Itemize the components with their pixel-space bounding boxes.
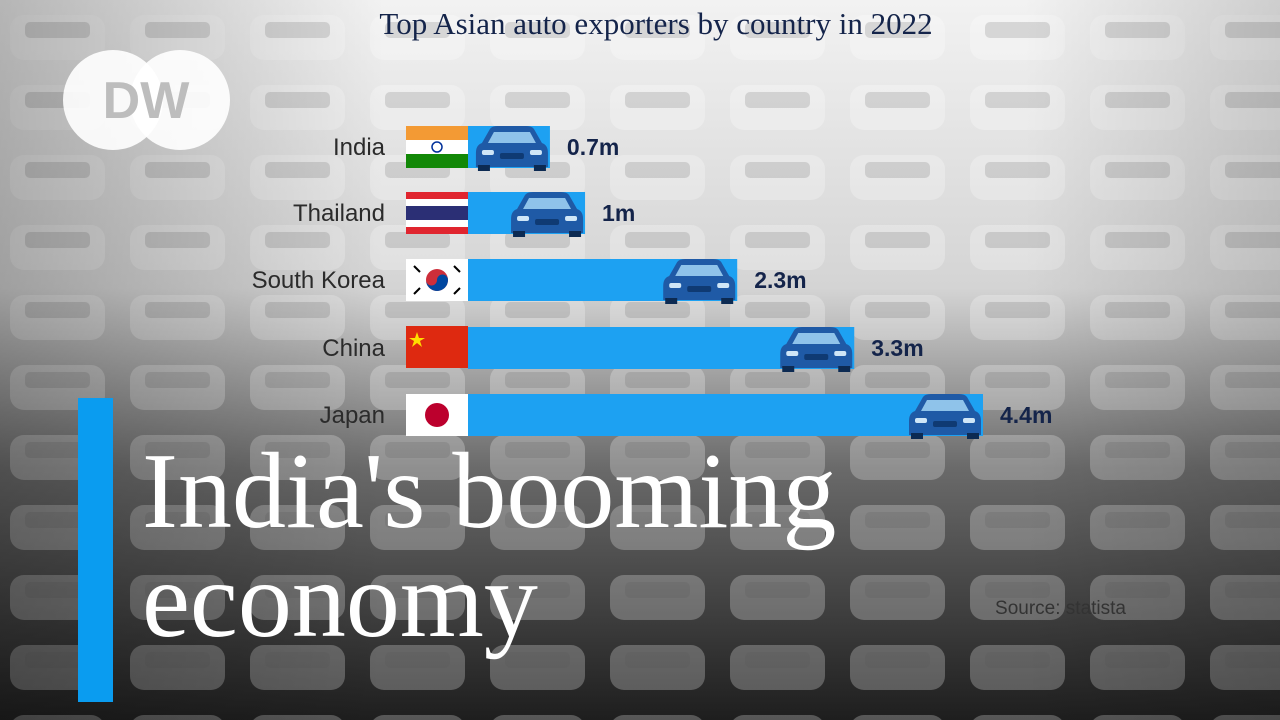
bars: India 0.7m Thailand 1m South Korea 2.3m China 3… xyxy=(252,126,1052,439)
car-window xyxy=(487,132,536,143)
car-wheel xyxy=(782,366,795,372)
flag-india xyxy=(406,126,468,168)
value-label: 2.3m xyxy=(754,267,806,293)
car-wheel xyxy=(533,165,546,171)
accent-bar xyxy=(78,398,113,702)
car-wheel xyxy=(665,298,678,304)
car-wheel xyxy=(477,165,490,171)
car-light xyxy=(915,418,927,423)
category-label: Thailand xyxy=(293,200,385,227)
car-icon xyxy=(909,394,981,439)
headline-line: India's booming xyxy=(142,432,836,551)
logo-text: DW xyxy=(103,72,191,130)
car-light xyxy=(669,283,682,288)
flag-china xyxy=(406,326,468,368)
headline-line: economy xyxy=(142,541,538,660)
car-grille xyxy=(499,153,524,159)
value-label: 4.4m xyxy=(1000,402,1052,428)
car-icon xyxy=(475,126,548,171)
car-window xyxy=(675,265,724,276)
car-light xyxy=(529,150,542,155)
value-label: 1m xyxy=(602,200,635,226)
category-label: India xyxy=(333,134,386,161)
car-wheel xyxy=(721,298,734,304)
car-wheel xyxy=(569,231,582,237)
category-label: China xyxy=(322,335,385,362)
value-label: 0.7m xyxy=(567,134,619,160)
car-icon xyxy=(663,259,736,304)
car-grille xyxy=(535,219,560,225)
flag-japan xyxy=(406,394,468,436)
car-light xyxy=(963,418,975,423)
category-label: South Korea xyxy=(252,267,386,294)
car-wheel xyxy=(967,433,979,439)
car-icon xyxy=(780,327,853,372)
value-label: 3.3m xyxy=(871,335,923,361)
car-light xyxy=(717,283,730,288)
car-grille xyxy=(804,354,829,360)
logo: DW xyxy=(63,50,230,150)
bar xyxy=(468,394,983,436)
car-light xyxy=(834,351,847,356)
chart-title: Top Asian auto exporters by country in 2… xyxy=(379,6,932,41)
car-light xyxy=(786,351,799,356)
car-light xyxy=(565,216,578,221)
car-window xyxy=(523,198,572,209)
source: Source: statista xyxy=(995,598,1126,619)
car-icon xyxy=(511,192,584,237)
car-window xyxy=(792,333,841,344)
car-wheel xyxy=(513,231,526,237)
flag-south-korea xyxy=(406,259,468,301)
category-label: Japan xyxy=(320,402,385,429)
flag-thailand xyxy=(406,192,468,234)
car-light xyxy=(517,216,530,221)
car-light xyxy=(481,150,494,155)
car-wheel xyxy=(838,366,851,372)
car-wheel xyxy=(911,433,923,439)
car-window xyxy=(921,400,969,411)
car-grille xyxy=(933,421,957,427)
car-grille xyxy=(687,286,712,292)
